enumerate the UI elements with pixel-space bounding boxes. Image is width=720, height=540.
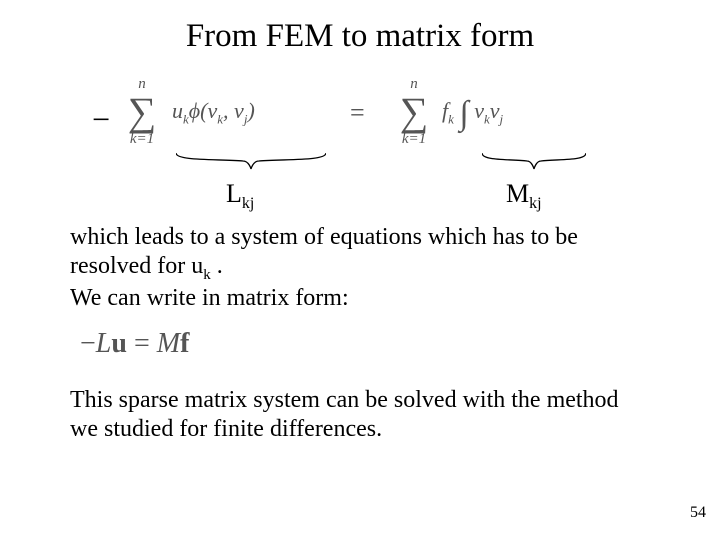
summation-1: n ∑ k=1 <box>118 77 166 147</box>
sigma-icon: ∑ <box>390 92 438 132</box>
equation-1: − n ∑ k=1 ukϕ(vk, vj) = n ∑ k=1 fk ∫ vkv… <box>90 73 650 173</box>
underbrace-2-icon <box>482 153 586 171</box>
slide-title: From FEM to matrix form <box>70 18 650 55</box>
summation-2: n ∑ k=1 <box>390 77 438 147</box>
slide: From FEM to matrix form − n ∑ k=1 ukϕ(vk… <box>0 0 720 540</box>
label-L-letter: L <box>226 179 242 208</box>
label-M-letter: M <box>506 179 529 208</box>
underbrace-1-icon <box>176 153 326 171</box>
paragraph-1: which leads to a system of equations whi… <box>70 223 650 314</box>
equation-2: −Lu = Mf <box>80 328 650 360</box>
label-Lkj: Lkj <box>226 179 254 213</box>
minus-sign: − <box>90 101 112 138</box>
label-Mkj: Mkj <box>506 179 542 213</box>
sum1-lower: k=1 <box>118 132 166 147</box>
brace-labels: Lkj Mkj <box>90 179 650 215</box>
sigma-icon: ∑ <box>118 92 166 132</box>
label-M-sub: kj <box>529 195 541 212</box>
equals-sign: = <box>350 98 365 128</box>
paragraph-2: This sparse matrix system can be solved … <box>70 386 650 445</box>
label-L-sub: kj <box>242 195 254 212</box>
page-number: 54 <box>690 504 706 522</box>
sum2-lower: k=1 <box>390 132 438 147</box>
lhs-term: ukϕ(vk, vj) <box>172 98 255 127</box>
rhs-term: fk ∫ vkvj <box>442 98 503 127</box>
